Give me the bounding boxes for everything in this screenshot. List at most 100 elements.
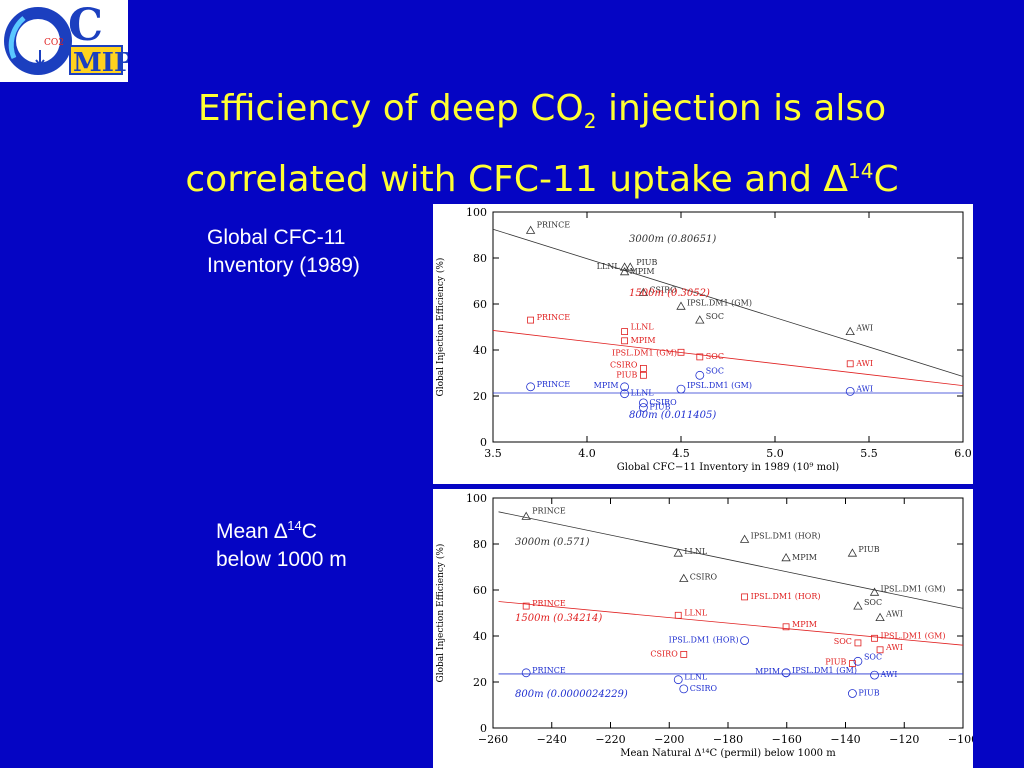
data-point-circle [620, 382, 630, 392]
data-point-triangle [679, 573, 689, 582]
y-tick-label: 40 [473, 630, 487, 643]
c14-chart-svg: −260 −240 −220 −200 −180 −160 −140 −120 −100 0 20 4… [435, 492, 973, 759]
x-tick-label: −220 [595, 733, 625, 746]
data-point-square [639, 371, 647, 379]
data-point-circle [620, 389, 630, 399]
data-point-circle [676, 384, 686, 394]
point-label: PIUB [636, 258, 657, 267]
x-tick-label: 5.0 [766, 447, 784, 460]
x-tick-label: 5.5 [860, 447, 878, 460]
point-label: AWI [855, 384, 873, 393]
point-label: PRINCE [532, 666, 566, 675]
y-tick-label: 100 [466, 492, 487, 505]
point-label: SOC [706, 312, 724, 321]
fit-line-square [492, 330, 964, 387]
y-axis-label: Global Injection Efficiency (%) [435, 544, 446, 683]
fit-line-triangle [492, 228, 964, 377]
point-label: CSIRO [610, 360, 638, 369]
point-label: IPSL.DM1 (GM) [687, 381, 752, 390]
fit-line-triangle [498, 511, 964, 609]
data-point-triangle [638, 287, 649, 296]
point-label: LLNL [684, 608, 708, 617]
slide-title: Efficiency of deep CO2 injection is also… [92, 84, 992, 205]
point-label: MPIM [792, 620, 817, 629]
point-label: SOC [706, 366, 724, 375]
series-name-circle: 800m (0.0000024229) [515, 689, 628, 700]
y-tick-label: 20 [473, 676, 487, 689]
point-label: PRINCE [532, 599, 566, 608]
panel2-label-pre: Mean [216, 520, 275, 543]
data-point-triangle [625, 262, 635, 271]
ocmip-logo: CO2 C MIP [0, 0, 134, 82]
y-axis-label: Global Injection Efficiency (%) [435, 258, 446, 397]
plot-frame [492, 211, 964, 443]
title-line1-text: Efficiency of deep CO [197, 88, 584, 129]
point-label: AWI [855, 359, 873, 368]
panel1-label: Global CFC-11 Inventory (1989) [207, 224, 360, 280]
data-point-triangle [525, 225, 536, 234]
logo-letter-c: C [68, 0, 103, 51]
series-name-circle: 800m (0.011405) [629, 410, 716, 421]
data-point-triangle [673, 548, 683, 557]
c14-efficiency-chart: −260 −240 −220 −200 −180 −160 −140 −120 −100 0 20 4… [433, 489, 973, 768]
point-label: AWI [885, 610, 903, 619]
panel2-label-line1: Mean ∆14C [216, 512, 347, 546]
point-label: SOC [834, 637, 852, 646]
x-tick-label: −200 [654, 733, 684, 746]
data-point-circle [638, 398, 648, 408]
x-tick-label: −160 [772, 733, 802, 746]
title-line2-rest: C [873, 159, 899, 201]
y-tick-label: 60 [473, 584, 487, 597]
point-label: IPSL.DM1 (HOR) [669, 636, 739, 645]
data-point-square [621, 337, 629, 345]
point-label: SOC [706, 352, 724, 361]
point-label: MPIM [631, 336, 656, 345]
point-label: IPSL.DM1 (HOR) [751, 592, 821, 601]
point-label: PRINCE [537, 380, 571, 389]
data-point-triangle [853, 601, 863, 610]
point-label: SOC [864, 652, 882, 661]
x-tick-label: 4.5 [672, 447, 690, 460]
point-label: MPIM [594, 381, 619, 390]
point-label: MPIM [792, 553, 817, 562]
point-label: PRINCE [537, 220, 571, 229]
data-point-triangle [875, 612, 885, 622]
data-point-square [674, 611, 682, 619]
panel2-label-delta: ∆ [274, 520, 288, 543]
data-point-triangle [869, 587, 880, 596]
data-point-triangle [781, 552, 791, 562]
data-point-square [849, 660, 856, 668]
data-point-circle [781, 668, 791, 678]
x-tick-label: −180 [713, 733, 743, 746]
logo-badge: CO2 [44, 38, 64, 48]
title-sup-14: 14 [848, 159, 874, 184]
data-point-circle [673, 675, 683, 685]
panel2-label: Mean ∆14C below 1000 m [216, 512, 347, 574]
data-point-square [522, 602, 530, 610]
data-point-square [741, 593, 748, 601]
point-label: PRINCE [537, 313, 571, 322]
point-label: IPSL.DM1 (GM) [881, 584, 946, 593]
point-label: PIUB [858, 689, 879, 698]
data-point-circle [845, 386, 855, 396]
point-label: CSIRO [690, 684, 718, 693]
point-label: CSIRO [690, 573, 718, 582]
panel1-label-line2: Inventory (1989) [207, 254, 360, 277]
x-axis-label: Mean Natural Δ¹⁴C (permil) below 1000 m [620, 748, 836, 759]
data-point-triangle [619, 262, 630, 271]
y-tick-label: 0 [480, 436, 487, 449]
data-point-triangle [845, 326, 855, 336]
panel2-label-line2: below 1000 m [216, 548, 347, 571]
data-point-square [680, 650, 688, 658]
y-tick-label: 20 [473, 390, 487, 403]
data-point-triangle [847, 548, 858, 557]
x-tick-label: −240 [537, 733, 567, 746]
point-label: AWI [880, 670, 898, 679]
series-name-square: 1500m (0.3052) [629, 288, 710, 299]
data-point-square [621, 328, 629, 335]
title-line-1: Efficiency of deep CO2 injection is also [92, 84, 992, 146]
x-tick-label: 4.0 [578, 447, 596, 460]
y-tick-label: 60 [473, 298, 487, 311]
title-sub-2: 2 [583, 109, 597, 134]
series-name-square: 1500m (0.34214) [515, 613, 602, 624]
